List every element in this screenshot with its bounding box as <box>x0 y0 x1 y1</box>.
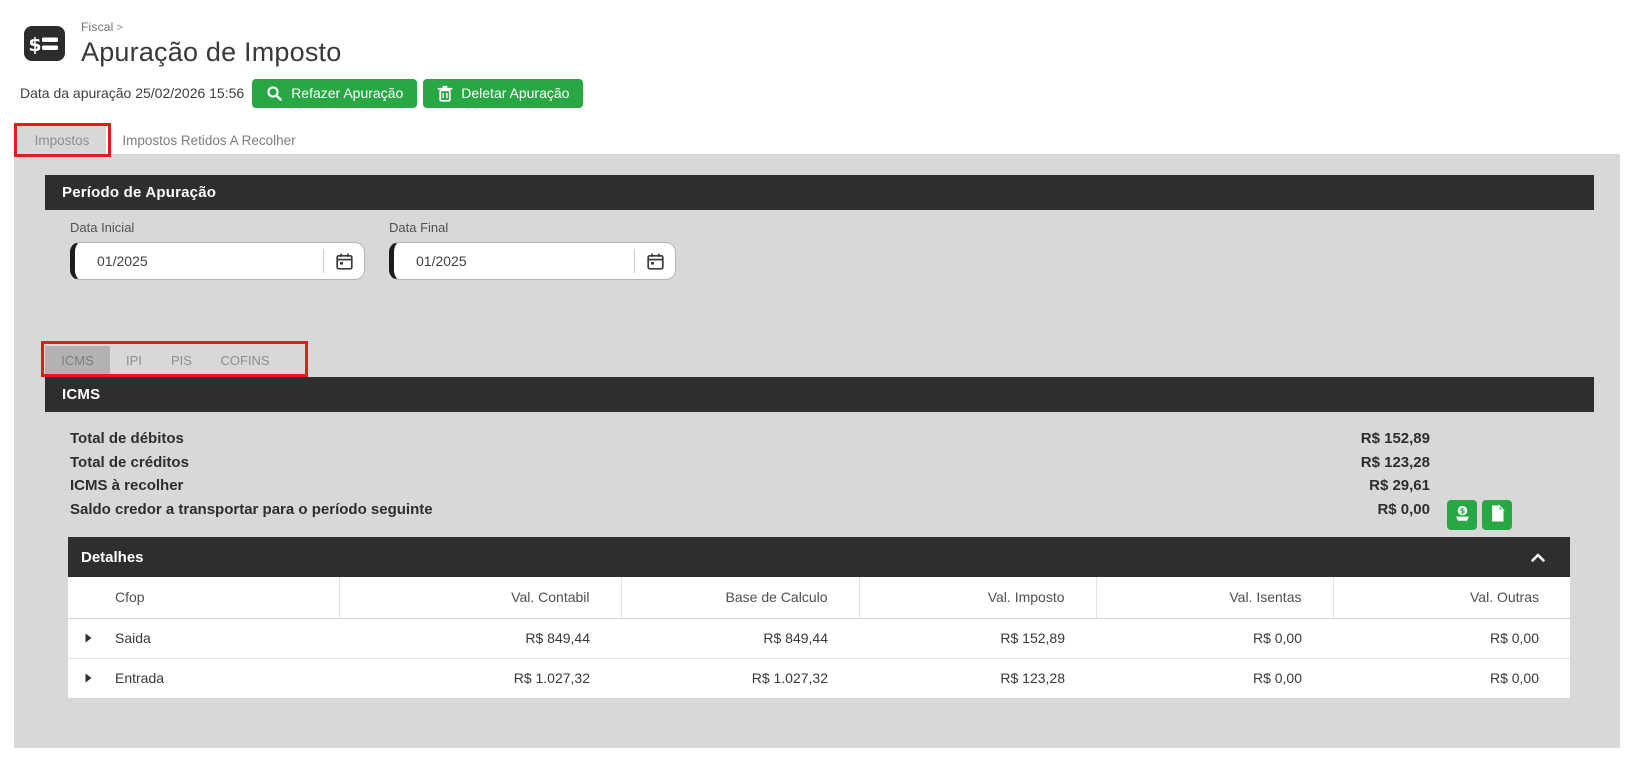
periodo-apuracao-header: Período de Apuração <box>45 175 1594 210</box>
cell-val-imposto: R$ 123,28 <box>1000 670 1065 687</box>
cell-val-isentas: R$ 0,00 <box>1252 670 1302 687</box>
data-final-input[interactable]: 01/2025 <box>389 242 676 280</box>
tab-ipi[interactable]: IPI <box>110 346 158 374</box>
apuracao-date-text: Data da apuração 25/02/2026 15:56 <box>20 85 245 101</box>
summary-row-debitos: Total de débitos R$ 152,89 <box>70 427 1430 451</box>
summary-row-recolher: ICMS à recolher R$ 29,61 <box>70 474 1430 498</box>
top-tabs: Impostos Impostos Retidos A Recolher <box>0 123 1625 157</box>
summary-value: R$ 0,00 <box>1377 500 1430 518</box>
calendar-icon[interactable] <box>324 252 364 271</box>
col-header-val-isentas[interactable]: Val. Isentas <box>1096 577 1334 619</box>
tab-impostos-retidos-label: Impostos Retidos A Recolher <box>122 132 296 148</box>
refazer-apuracao-button[interactable]: Refazer Apuração <box>252 78 418 108</box>
col-header-cfop[interactable]: Cfop <box>68 577 340 619</box>
summary-actions: $ <box>1447 500 1512 530</box>
trash-icon <box>437 85 453 102</box>
calendar-icon[interactable] <box>635 252 675 271</box>
data-final-value[interactable]: 01/2025 <box>416 253 467 269</box>
search-icon <box>266 85 283 102</box>
summary-label: ICMS à recolher <box>70 477 184 495</box>
cell-val-contabil: R$ 1.027,32 <box>513 670 590 687</box>
input-divider <box>634 249 635 273</box>
page-title: Apuração de Imposto <box>81 37 342 67</box>
summary-value: R$ 152,89 <box>1360 430 1430 448</box>
breadcrumb-fiscal[interactable]: Fiscal <box>81 20 114 34</box>
summary-label: Saldo credor a transportar para o períod… <box>70 500 433 518</box>
data-inicial-input[interactable]: 01/2025 <box>70 242 365 280</box>
table-header-row: Cfop Val. Contabil Base de Calculo Val. … <box>68 577 1570 619</box>
cell-base-calculo: R$ 1.027,32 <box>751 670 828 687</box>
tab-ipi-label: IPI <box>126 352 142 368</box>
icms-section-header: ICMS <box>45 377 1594 412</box>
money-ledger-icon: $ <box>24 26 65 61</box>
tab-impostos-retidos-a-recolher[interactable]: Impostos Retidos A Recolher <box>120 126 298 154</box>
detalhes-table: Cfop Val. Contabil Base de Calculo Val. … <box>68 577 1570 698</box>
summary-row-saldo-credor: Saldo credor a transportar para o períod… <box>70 498 1430 522</box>
tab-impostos[interactable]: Impostos <box>18 126 106 154</box>
cfop-label: Saida <box>115 630 151 646</box>
content-panel: Período de Apuração Data Inicial 01/2025… <box>14 154 1620 748</box>
svg-text:$: $ <box>28 34 41 56</box>
col-header-val-outras[interactable]: Val. Outras <box>1333 577 1570 619</box>
cell-val-isentas: R$ 0,00 <box>1096 618 1333 659</box>
actions-row: Data da apuração 25/02/2026 15:56 Refaze… <box>20 78 589 108</box>
deletar-apuracao-button[interactable]: Deletar Apuração <box>423 78 584 108</box>
data-inicial-field: Data Inicial 01/2025 <box>70 220 365 280</box>
input-divider <box>323 249 324 273</box>
cell-val-outras: R$ 0,00 <box>1333 618 1570 659</box>
expand-row-icon[interactable] <box>85 673 92 683</box>
coin-deposit-icon: $ <box>1453 504 1472 526</box>
summary-label: Total de débitos <box>70 430 184 448</box>
detalhes-title: Detalhes <box>81 548 144 566</box>
cell-base-calculo: R$ 849,44 <box>621 618 859 659</box>
expand-row-icon[interactable] <box>85 633 92 643</box>
tab-icms-label: ICMS <box>61 352 94 368</box>
tab-impostos-label: Impostos <box>34 132 90 148</box>
tab-cofins-label: COFINS <box>220 352 270 368</box>
cell-val-outras: R$ 0,00 <box>1489 670 1539 687</box>
summary-value: R$ 29,61 <box>1369 477 1430 495</box>
cell-val-contabil: R$ 849,44 <box>339 618 621 659</box>
summary-label: Total de créditos <box>70 453 189 471</box>
col-header-val-imposto[interactable]: Val. Imposto <box>859 577 1097 619</box>
table-row-entrada: Entrada R$ 1.027,32 R$ 1.027,32 R$ 123,2… <box>68 658 1570 698</box>
page-header: $ Fiscal > Apuração de Imposto <box>24 20 341 68</box>
deletar-apuracao-label: Deletar Apuração <box>461 85 570 101</box>
tab-pis[interactable]: PIS <box>158 346 205 374</box>
svg-text:$: $ <box>1459 506 1465 515</box>
detalhes-header[interactable]: Detalhes <box>68 537 1570 577</box>
gerar-guia-pagamento-button[interactable]: $ <box>1447 500 1477 530</box>
tab-icms[interactable]: ICMS <box>45 346 110 374</box>
breadcrumb[interactable]: Fiscal > <box>81 20 341 34</box>
tab-cofins[interactable]: COFINS <box>205 346 285 374</box>
icms-summary: Total de débitos R$ 152,89 Total de créd… <box>70 427 1430 521</box>
data-final-label: Data Final <box>389 220 449 235</box>
export-file-button[interactable] <box>1482 500 1512 530</box>
icms-section-title: ICMS <box>62 386 101 403</box>
tax-tabs: ICMS IPI PIS COFINS <box>41 341 308 377</box>
col-header-base-calculo[interactable]: Base de Calculo <box>621 577 860 619</box>
periodo-apuracao-title: Período de Apuração <box>62 184 217 201</box>
col-header-val-contabil[interactable]: Val. Contabil <box>339 577 622 619</box>
refazer-apuracao-label: Refazer Apuração <box>291 85 404 101</box>
tab-pis-label: PIS <box>171 352 192 368</box>
breadcrumb-chevron-icon: > <box>116 22 124 34</box>
file-icon <box>1488 504 1507 526</box>
summary-row-creditos: Total de créditos R$ 123,28 <box>70 451 1430 475</box>
summary-value: R$ 123,28 <box>1360 453 1430 471</box>
table-row-saida: Saida R$ 849,44 R$ 849,44 R$ 152,89 R$ 0… <box>68 618 1570 659</box>
chevron-up-icon[interactable] <box>1530 552 1570 563</box>
data-inicial-value[interactable]: 01/2025 <box>97 253 148 269</box>
cell-val-imposto: R$ 152,89 <box>859 618 1096 659</box>
data-final-field: Data Final 01/2025 <box>389 220 676 280</box>
cfop-label: Entrada <box>115 670 165 687</box>
data-inicial-label: Data Inicial <box>70 220 135 235</box>
detalhes-section: Detalhes Cfop Val. Contabil Base de Calc… <box>68 537 1570 698</box>
